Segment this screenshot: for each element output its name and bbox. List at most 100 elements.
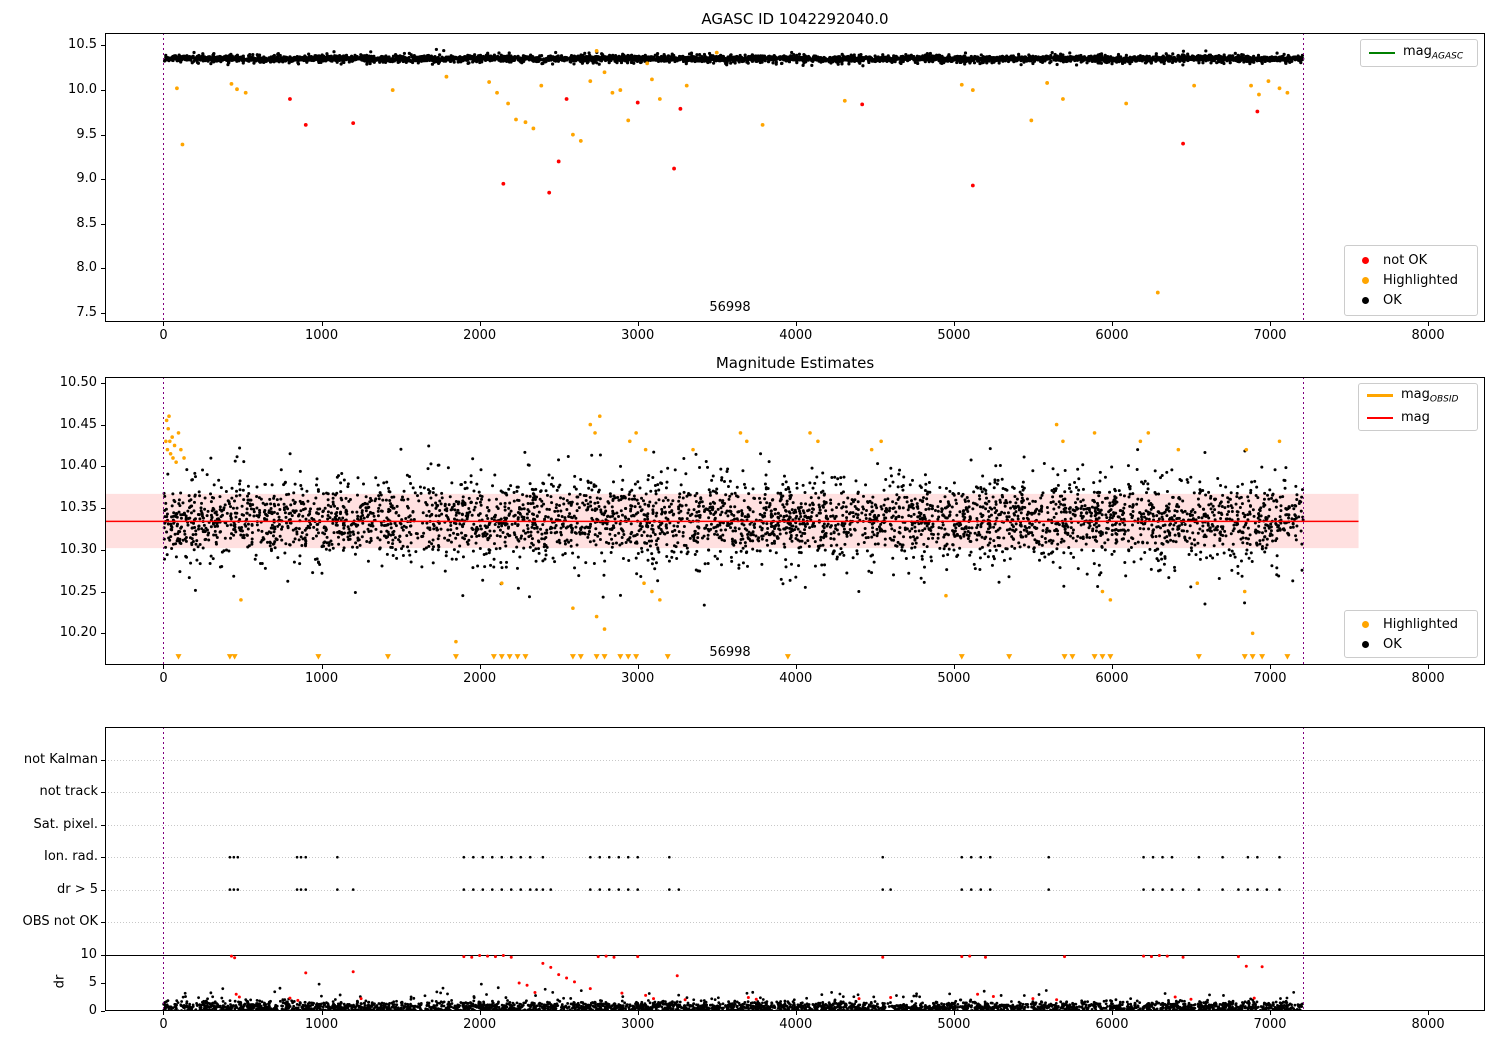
y-tick-label: 10.45 xyxy=(59,416,97,432)
y-tick-label: 10.50 xyxy=(59,374,97,390)
y-tick-mark xyxy=(101,508,105,510)
x-tick-mark xyxy=(321,322,323,326)
y-tick-label: 10.0 xyxy=(68,82,97,98)
y-tick-mark xyxy=(101,466,105,468)
x-tick-label: 8000 xyxy=(1411,671,1445,686)
y-tick-mark xyxy=(101,134,105,136)
y-tick-mark xyxy=(101,45,105,47)
y-tick-mark xyxy=(101,792,105,794)
x-tick-mark xyxy=(479,322,481,326)
y-tick-label: 10.40 xyxy=(59,458,97,474)
x-tick-label: 8000 xyxy=(1411,328,1445,343)
y-tick-label: 8.0 xyxy=(76,260,97,276)
x-tick-label: 5000 xyxy=(937,1017,971,1032)
x-tick-mark xyxy=(953,1011,955,1015)
x-tick-mark xyxy=(953,665,955,669)
x-tick-mark xyxy=(1111,665,1113,669)
y-tick-label: 10.20 xyxy=(59,625,97,641)
y-tick-label: 8.5 xyxy=(76,215,97,231)
x-tick-mark xyxy=(637,1011,639,1015)
flag-row-label: not Kalman xyxy=(23,752,98,767)
chart3-plot-canvas xyxy=(105,727,1485,1011)
y-tick-mark xyxy=(101,179,105,181)
x-tick-mark xyxy=(1428,1011,1430,1015)
x-tick-mark xyxy=(1111,322,1113,326)
y-tick-label: 10.25 xyxy=(59,583,97,599)
x-tick-mark xyxy=(1428,322,1430,326)
y-tick-mark xyxy=(101,223,105,225)
x-tick-mark xyxy=(795,322,797,326)
y-tick-label: 9.0 xyxy=(76,171,97,187)
y-tick-label: 10.35 xyxy=(59,500,97,516)
x-tick-mark xyxy=(1428,665,1430,669)
x-tick-label: 3000 xyxy=(621,1017,655,1032)
y-tick-mark xyxy=(101,889,105,891)
x-tick-label: 6000 xyxy=(1095,671,1129,686)
x-tick-mark xyxy=(637,665,639,669)
x-tick-mark xyxy=(479,1011,481,1015)
x-tick-label: 3000 xyxy=(621,328,655,343)
x-tick-label: 2000 xyxy=(463,671,497,686)
y-tick-mark xyxy=(101,268,105,270)
flag-row-label: Sat. pixel. xyxy=(33,816,98,832)
y-tick-mark xyxy=(101,955,105,956)
x-tick-mark xyxy=(1111,1011,1113,1015)
y-tick-mark xyxy=(101,90,105,92)
x-tick-mark xyxy=(795,665,797,669)
x-tick-label: 7000 xyxy=(1253,328,1287,343)
x-tick-label: 1000 xyxy=(305,1017,339,1032)
x-tick-label: 7000 xyxy=(1253,1017,1287,1032)
x-tick-mark xyxy=(479,665,481,669)
x-tick-mark xyxy=(163,665,165,669)
x-tick-mark xyxy=(1270,322,1272,326)
dr-tick-label: 0 xyxy=(88,1003,97,1018)
y-tick-label: 7.5 xyxy=(76,305,97,321)
x-tick-mark xyxy=(163,322,165,326)
y-tick-label: 10.30 xyxy=(59,541,97,557)
x-tick-mark xyxy=(795,1011,797,1015)
x-tick-label: 2000 xyxy=(463,1017,497,1032)
x-tick-mark xyxy=(321,1011,323,1015)
y-tick-mark xyxy=(101,382,105,384)
x-tick-label: 6000 xyxy=(1095,328,1129,343)
y-tick-mark xyxy=(101,313,105,315)
y-tick-mark xyxy=(101,760,105,761)
y-tick-mark xyxy=(101,824,105,826)
y-tick-mark xyxy=(101,591,105,593)
y-tick-label: 9.5 xyxy=(76,126,97,142)
dr-tick-label: 5 xyxy=(88,975,97,990)
x-tick-label: 3000 xyxy=(621,671,655,686)
dr-tick-label: 10 xyxy=(80,947,97,962)
x-tick-mark xyxy=(953,322,955,326)
x-tick-mark xyxy=(321,665,323,669)
chart1-title: AGASC ID 1042292040.0 xyxy=(701,10,889,28)
flag-row-label: not track xyxy=(39,784,98,800)
y-tick-mark xyxy=(101,922,105,923)
y-tick-mark xyxy=(101,983,105,984)
x-tick-mark xyxy=(637,322,639,326)
chart2-title: Magnitude Estimates xyxy=(715,354,875,372)
x-tick-label: 6000 xyxy=(1095,1017,1129,1032)
x-tick-mark xyxy=(163,1011,165,1015)
chart1-plot-canvas xyxy=(105,33,1485,322)
x-tick-label: 0 xyxy=(159,328,168,343)
x-tick-label: 1000 xyxy=(305,328,339,343)
x-tick-label: 4000 xyxy=(779,671,813,686)
x-tick-label: 0 xyxy=(159,1017,168,1032)
flag-row-label: OBS not OK xyxy=(22,914,99,929)
y-tick-label: 10.5 xyxy=(68,37,97,53)
y-tick-mark xyxy=(101,424,105,426)
x-tick-label: 0 xyxy=(159,671,168,686)
x-tick-label: 1000 xyxy=(305,671,339,686)
y-tick-mark xyxy=(101,857,105,859)
x-tick-mark xyxy=(1270,665,1272,669)
y-tick-mark xyxy=(101,549,105,551)
y-tick-mark xyxy=(101,633,105,635)
x-tick-label: 2000 xyxy=(463,328,497,343)
flag-row-label: dr > 5 xyxy=(56,881,98,897)
y-tick-mark xyxy=(101,1011,105,1012)
flag-row-label: Ion. rad. xyxy=(44,849,98,865)
x-tick-label: 4000 xyxy=(779,1017,813,1032)
chart2-plot-canvas xyxy=(105,377,1485,665)
